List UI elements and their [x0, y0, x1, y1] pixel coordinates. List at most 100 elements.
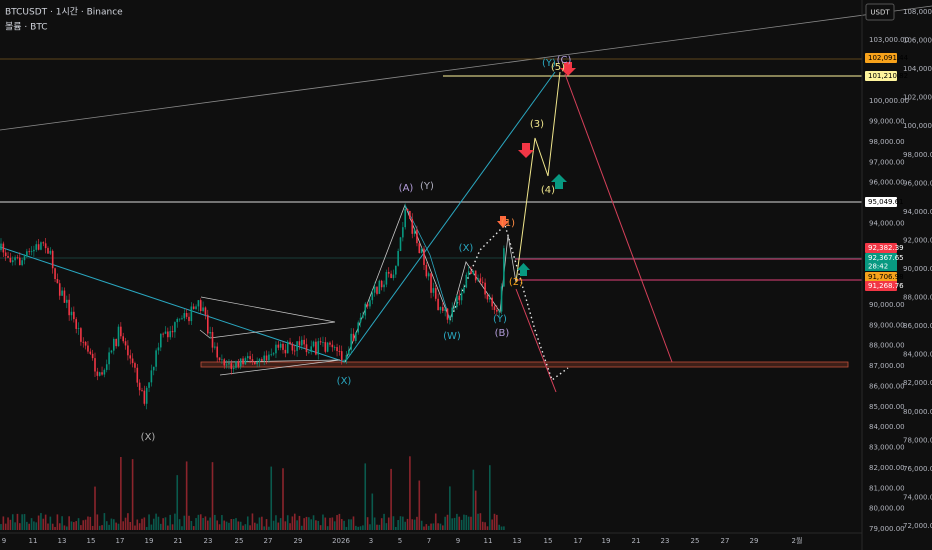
candle-body	[68, 299, 70, 316]
volume-bar	[239, 521, 242, 530]
volume-bar	[293, 513, 296, 530]
candle-body	[91, 353, 94, 359]
secondary-tick-label: 76,000.00	[903, 465, 932, 473]
candle-body	[416, 229, 418, 244]
candle-body	[152, 366, 155, 371]
volume-bar	[178, 519, 181, 530]
candle-body	[345, 355, 348, 361]
candle-body	[216, 346, 218, 358]
price-tick-label: 80,000.00	[869, 505, 905, 513]
volume-bar	[460, 519, 463, 530]
secondary-tick-label: 86,000.00	[903, 322, 932, 330]
candle-body	[261, 359, 263, 361]
time-tick-label: 5	[398, 537, 402, 545]
candle-body	[437, 298, 439, 311]
volume-bar	[87, 516, 89, 530]
candle-body	[432, 288, 435, 293]
price-tick-label: 94,000.00	[869, 219, 905, 227]
price-tick-label: 81,000.00	[869, 484, 905, 492]
volume-bar	[211, 462, 214, 530]
volume-bar	[197, 514, 200, 530]
candle-body	[402, 227, 404, 238]
volume-bar	[218, 524, 221, 530]
candle-body	[282, 343, 284, 350]
currency-label[interactable]: USDT	[870, 9, 890, 17]
candle-body	[491, 297, 493, 307]
price-tick-label: 88,000.00	[869, 342, 905, 350]
candle-body	[322, 342, 324, 343]
time-tick-label: 15	[544, 537, 553, 545]
volume-bar	[411, 519, 414, 530]
volume-bar	[312, 515, 315, 530]
volume-bar	[228, 522, 230, 530]
candle-body	[265, 355, 268, 361]
candle-body	[326, 342, 329, 352]
volume-bar	[282, 468, 284, 530]
candle-body	[451, 307, 453, 318]
volume-bar	[30, 518, 33, 530]
secondary-tick-label: 90,000.00	[903, 265, 932, 273]
volume-bars	[0, 456, 505, 530]
volume-bar	[157, 516, 160, 530]
candle-body	[411, 218, 414, 234]
volume-bar	[333, 521, 336, 530]
price-tag-label: 95,049.61	[868, 198, 904, 206]
volume-bar	[44, 514, 47, 530]
candle-body	[120, 326, 122, 337]
candle-body	[350, 333, 352, 350]
volume-bar	[291, 516, 294, 530]
volume-bar	[310, 519, 312, 530]
candle-body	[87, 345, 89, 352]
candle-body	[101, 372, 103, 375]
volume-bar	[84, 519, 87, 530]
volume-bar	[392, 516, 395, 530]
candle-body	[305, 344, 308, 353]
price-tag-label: 92,382.39	[868, 244, 904, 252]
candle-body	[463, 287, 465, 293]
volume-bar	[385, 523, 388, 530]
time-tick-label: 27	[264, 537, 273, 545]
candle-body	[286, 341, 289, 354]
candle-body	[171, 331, 174, 333]
candle-body	[413, 229, 416, 234]
candle-body	[0, 243, 2, 250]
candle-body	[336, 347, 338, 352]
arrow-down	[560, 62, 576, 76]
candle-body	[503, 248, 505, 287]
volume-bar	[270, 466, 273, 530]
countdown: 28:42	[868, 263, 888, 271]
secondary-tick-label: 100,000.00	[903, 122, 932, 130]
volume-bar	[268, 526, 270, 530]
volume-bar	[364, 463, 367, 530]
candle-body	[456, 295, 458, 308]
candle-body	[47, 248, 49, 254]
time-tick-label: 2월	[792, 536, 803, 545]
volume-bar	[80, 525, 82, 530]
candle-body	[371, 292, 374, 301]
candle-body	[162, 333, 164, 335]
candle-body	[277, 344, 280, 348]
candle-body	[333, 347, 336, 348]
candle-body	[404, 208, 406, 228]
volume-bar	[331, 517, 334, 530]
candle-body	[449, 317, 451, 320]
volume-bar	[397, 520, 399, 530]
candle-body	[192, 306, 195, 309]
price-tick-label: 87,000.00	[869, 362, 905, 370]
candle-body	[204, 307, 207, 315]
volume-bar	[348, 519, 350, 530]
volume-title: 볼륨 · BTC	[5, 22, 48, 33]
candle-body	[174, 322, 176, 333]
wave-label: (Y)	[542, 58, 556, 69]
candle-body	[357, 322, 359, 333]
candle-body	[474, 270, 477, 281]
candle-body	[124, 341, 127, 346]
candle-body	[453, 307, 456, 308]
currency-button[interactable]	[865, 3, 895, 21]
volume-bar	[383, 513, 385, 530]
candle-body	[211, 331, 214, 348]
volume-bar	[225, 521, 228, 530]
candle-body	[185, 313, 188, 317]
candle-body	[237, 361, 240, 367]
